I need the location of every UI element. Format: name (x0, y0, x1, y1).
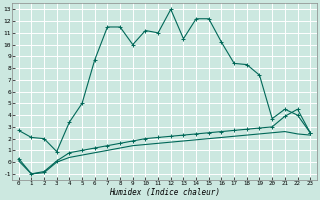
X-axis label: Humidex (Indice chaleur): Humidex (Indice chaleur) (109, 188, 220, 197)
